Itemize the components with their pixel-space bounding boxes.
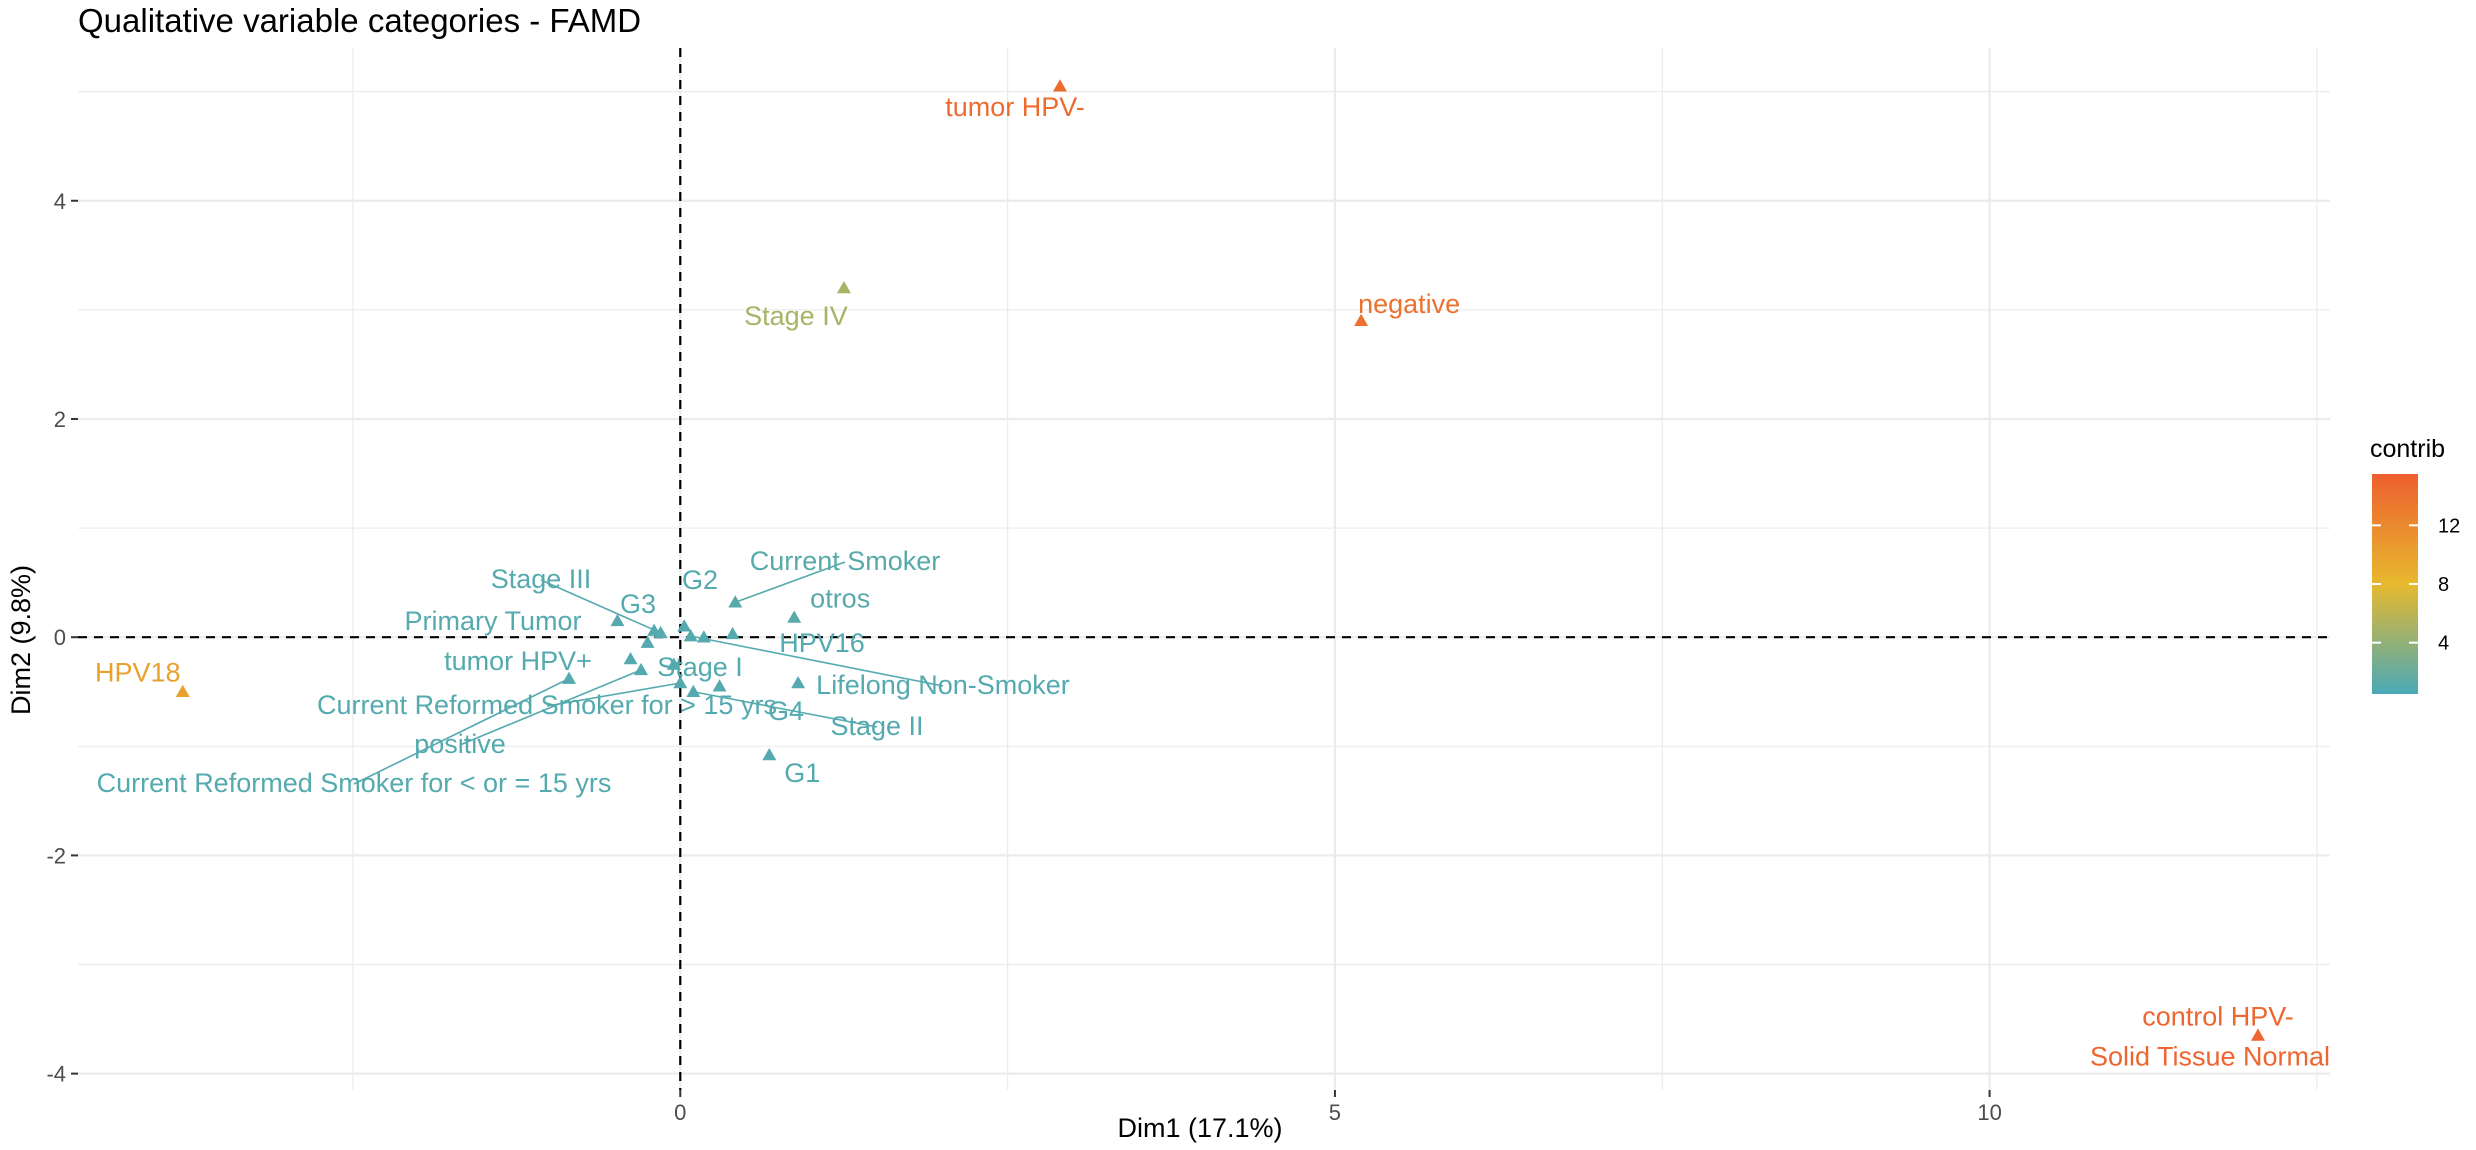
chart-title: Qualitative variable categories - FAMD xyxy=(78,2,641,39)
point-label: G3 xyxy=(620,589,656,619)
data-point xyxy=(175,684,190,697)
point-label: G4 xyxy=(768,696,804,726)
data-point xyxy=(762,748,777,761)
data-point xyxy=(712,679,727,692)
point-label: positive xyxy=(414,729,506,759)
point-label: Stage II xyxy=(830,711,923,741)
point-label: tumor HPV+ xyxy=(444,646,592,676)
point-label: Stage I xyxy=(657,652,743,682)
data-point xyxy=(683,629,698,642)
point-label: control HPV- xyxy=(2142,1001,2294,1031)
data-point xyxy=(610,613,625,627)
data-point xyxy=(725,626,740,640)
legend-title: contrib xyxy=(2370,435,2445,463)
data-points xyxy=(175,79,2265,1041)
point-label: Lifelong Non-Smoker xyxy=(816,670,1070,700)
label-leader-line xyxy=(734,561,846,604)
y-tick-label: -2 xyxy=(46,843,66,868)
x-tick-label: 10 xyxy=(1977,1100,2001,1125)
grid xyxy=(78,48,2330,1090)
reference-lines xyxy=(78,48,2330,1090)
data-point xyxy=(640,635,655,648)
y-tick-label: -4 xyxy=(46,1062,66,1087)
legend-tick-label: 8 xyxy=(2438,574,2449,596)
data-point xyxy=(2250,1028,2265,1041)
point-label: G1 xyxy=(784,758,820,788)
y-axis-title: Dim2 (9.8%) xyxy=(6,565,36,715)
data-point xyxy=(791,676,806,689)
point-label: tumor HPV- xyxy=(945,92,1085,122)
point-label: Solid Tissue Normal xyxy=(2090,1041,2330,1071)
data-point xyxy=(561,671,576,684)
point-label: Current Reformed Smoker for < or = 15 yr… xyxy=(97,768,612,798)
label-leader-line xyxy=(540,579,661,634)
label-leader-lines xyxy=(353,561,944,785)
point-label: Current Smoker xyxy=(750,546,941,576)
data-point xyxy=(696,630,711,643)
label-leader-line xyxy=(546,682,681,707)
y-tick-label: 4 xyxy=(54,189,66,214)
data-point xyxy=(1354,313,1369,327)
data-point xyxy=(634,662,648,676)
point-label: Stage IV xyxy=(744,301,848,331)
color-legend: contrib 4 8 12 xyxy=(2370,435,2460,694)
point-label: Current Reformed Smoker for > 15 yrs xyxy=(317,690,777,720)
data-point xyxy=(673,676,688,689)
label-leader-line xyxy=(693,690,878,728)
x-tick-label: 0 xyxy=(674,1100,686,1125)
data-point xyxy=(728,595,743,608)
point-label: HPV18 xyxy=(95,658,181,688)
data-point xyxy=(836,281,851,294)
data-point xyxy=(686,684,701,697)
point-label: G2 xyxy=(682,565,718,595)
legend-tick-label: 4 xyxy=(2438,633,2449,655)
data-point xyxy=(653,625,668,639)
data-point xyxy=(1052,79,1067,92)
point-label: otros xyxy=(810,584,870,614)
label-leader-line xyxy=(459,669,642,746)
legend-ticks: 4 8 12 xyxy=(2372,515,2460,655)
x-tick-label: 5 xyxy=(1329,1100,1341,1125)
point-label: HPV16 xyxy=(779,628,865,658)
y-tick-label: 2 xyxy=(54,407,66,432)
x-axis-title: Dim1 (17.1%) xyxy=(1117,1113,1282,1143)
data-point xyxy=(677,619,692,632)
point-label: negative xyxy=(1358,289,1460,319)
legend-tick-label: 12 xyxy=(2438,515,2460,537)
data-point xyxy=(787,610,802,623)
data-point xyxy=(623,652,638,665)
point-label: Stage III xyxy=(491,564,592,594)
axes: 0 5 10 -4 -2 0 2 4 xyxy=(46,189,2001,1125)
label-leader-line xyxy=(690,635,944,687)
point-labels: tumor HPV- Stage IV negative HPV18 control H… xyxy=(95,92,2330,1071)
label-leader-line xyxy=(353,677,570,785)
y-tick-label: 0 xyxy=(54,625,66,650)
point-label: Primary Tumor xyxy=(404,606,581,636)
data-point xyxy=(666,657,681,670)
